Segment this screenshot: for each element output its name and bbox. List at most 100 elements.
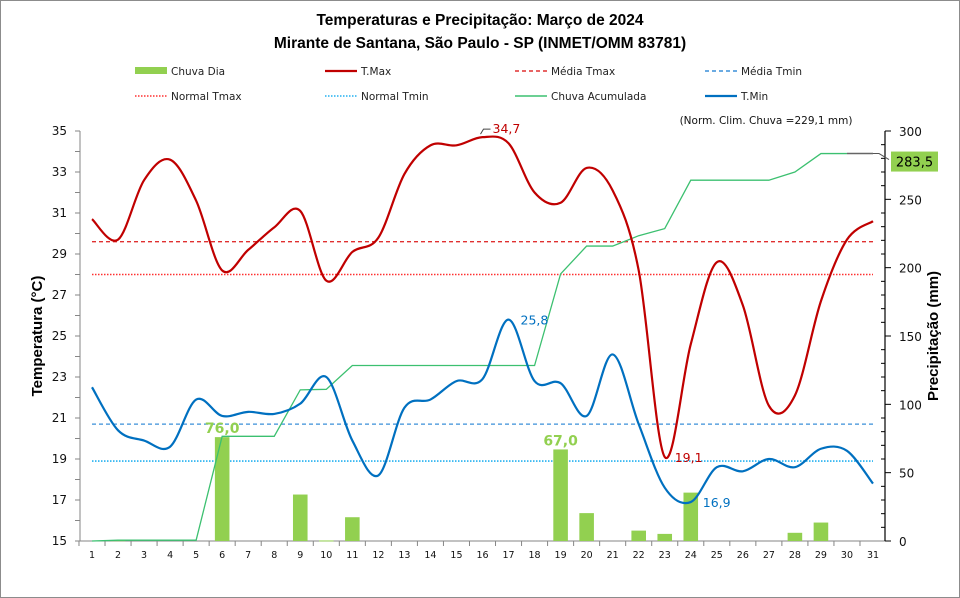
x-tick-label: 29	[815, 550, 827, 561]
x-tick-label: 17	[502, 550, 514, 561]
x-tick-label: 4	[167, 550, 173, 561]
y-left-tick-label: 31	[52, 206, 67, 220]
x-tick-label: 14	[424, 550, 436, 561]
bar-chuva-dia-10	[319, 540, 334, 542]
y-left-tick-label: 17	[52, 493, 67, 507]
bar-chuva-dia-6	[214, 437, 230, 541]
tmax-line	[91, 135, 874, 460]
y-right-tick-label: 100	[899, 398, 922, 412]
x-tick-label: 31	[867, 550, 879, 561]
x-tick-label: 20	[581, 550, 593, 561]
x-tick-label: 7	[245, 550, 251, 561]
legend-item-m-dia-tmax: Média Tmax	[515, 66, 615, 78]
y-left-tick-label: 21	[52, 411, 67, 425]
x-tick-label: 15	[450, 550, 462, 561]
bars-chuva-dia	[110, 437, 829, 542]
legend-swatch-bar	[135, 67, 167, 74]
legend-item-chuva-acumulada: Chuva Acumulada	[515, 91, 646, 103]
normal-rain-note: (Norm. Clim. Chuva =229,1 mm)	[680, 115, 853, 127]
total-rain-label: 283,5	[896, 156, 933, 171]
y-left-tick-label: 25	[52, 329, 67, 343]
bar-chuva-dia-24	[683, 492, 699, 541]
bar-chuva-dia-9	[292, 494, 308, 541]
legend-item-chuva-dia: Chuva Dia	[135, 66, 225, 78]
data-labels: 34,7 19,1 25,8 16,9 76,0 67,0 283,5	[205, 121, 938, 510]
legend-label: T.Min	[740, 91, 768, 103]
x-tick-label: 19	[555, 550, 567, 561]
x-tick-label: 25	[711, 550, 723, 561]
y-right-tick-label: 200	[899, 262, 922, 276]
bar-chuva-dia-11	[345, 517, 360, 541]
bar-chuva-dia-23	[657, 533, 673, 541]
bar-chuva-dia-28	[787, 532, 803, 541]
total-rain-leader	[873, 153, 890, 160]
legend-label: Média Tmax	[551, 66, 615, 78]
y-axis-left-title: Temperatura (°C)	[29, 276, 46, 397]
x-tick-label: 1	[89, 550, 95, 561]
max-tmax-label: 34,7	[493, 121, 521, 136]
legend-label: Normal Tmax	[171, 91, 242, 103]
temperature-lines	[91, 135, 874, 505]
y-left-tick-label: 35	[52, 124, 67, 138]
y-left-tick-label: 19	[52, 452, 67, 466]
rain-label-day-6: 76,0	[205, 421, 240, 437]
x-tick-label: 26	[737, 550, 749, 561]
max-tmax-leader	[480, 128, 491, 135]
y-right-tick-label: 50	[899, 467, 914, 481]
bar-chuva-dia-22	[631, 530, 646, 541]
legend-label: Normal Tmin	[361, 91, 429, 103]
legend-item-m-dia-tmin: Média Tmin	[705, 66, 802, 78]
x-tick-label: 6	[219, 550, 225, 561]
bar-chuva-dia-19	[553, 449, 568, 541]
y-left-tick-label: 29	[52, 247, 67, 261]
y-left-tick-label: 15	[52, 534, 67, 548]
x-tick-label: 23	[659, 550, 671, 561]
axes: 1517192123252729313335050100150200250300…	[52, 124, 922, 561]
x-tick-label: 13	[398, 550, 410, 561]
bar-chuva-dia-20	[579, 513, 594, 541]
chart-subtitle: Mirante de Santana, São Paulo - SP (INME…	[274, 35, 686, 52]
y-left-tick-label: 23	[52, 370, 67, 384]
y-right-tick-label: 250	[899, 193, 922, 207]
x-tick-label: 9	[297, 550, 303, 561]
x-tick-label: 16	[476, 550, 488, 561]
x-tick-label: 21	[607, 550, 619, 561]
x-tick-label: 5	[193, 550, 199, 561]
x-tick-label: 24	[685, 550, 697, 561]
x-tick-label: 10	[320, 550, 332, 561]
bar-chuva-dia-29	[813, 522, 829, 541]
x-tick-label: 30	[841, 550, 853, 561]
legend-label: Chuva Acumulada	[551, 91, 646, 103]
rain-label-day-19: 67,0	[543, 433, 578, 449]
y-left-tick-label: 33	[52, 165, 67, 179]
y-axis-right-title: Precipitação (mm)	[925, 271, 942, 401]
x-tick-label: 12	[372, 550, 384, 561]
legend: Chuva Dia T.Max Média Tmax Média Tmin Normal…	[135, 66, 802, 103]
x-tick-label: 11	[346, 550, 358, 561]
x-tick-label: 22	[633, 550, 645, 561]
legend-label: T.Max	[360, 66, 391, 78]
x-tick-label: 28	[789, 550, 801, 561]
y-right-tick-label: 150	[899, 330, 922, 344]
x-tick-label: 2	[115, 550, 121, 561]
chart-title: Temperaturas e Precipitação: Março de 20…	[316, 12, 643, 29]
y-right-tick-label: 300	[899, 125, 922, 139]
legend-label: Chuva Dia	[171, 66, 225, 78]
tmin-line	[91, 318, 874, 505]
y-right-tick-label: 0	[899, 535, 907, 549]
total-rain-box	[891, 151, 938, 172]
y-left-tick-label: 27	[52, 288, 67, 302]
legend-item-normal-tmax: Normal Tmax	[135, 91, 242, 103]
legend-item-t-max: T.Max	[325, 66, 391, 78]
x-tick-label: 8	[271, 550, 277, 561]
max-tmin-label: 25,8	[521, 313, 549, 328]
x-tick-label: 3	[141, 550, 147, 561]
x-tick-label: 27	[763, 550, 775, 561]
min-tmin-label: 16,9	[703, 495, 731, 510]
chuva-acumulada-line	[91, 152, 847, 542]
min-tmax-label: 19,1	[675, 450, 703, 465]
line-chuva-acumulada	[91, 152, 874, 542]
legend-item-t-min: T.Min	[705, 91, 768, 103]
